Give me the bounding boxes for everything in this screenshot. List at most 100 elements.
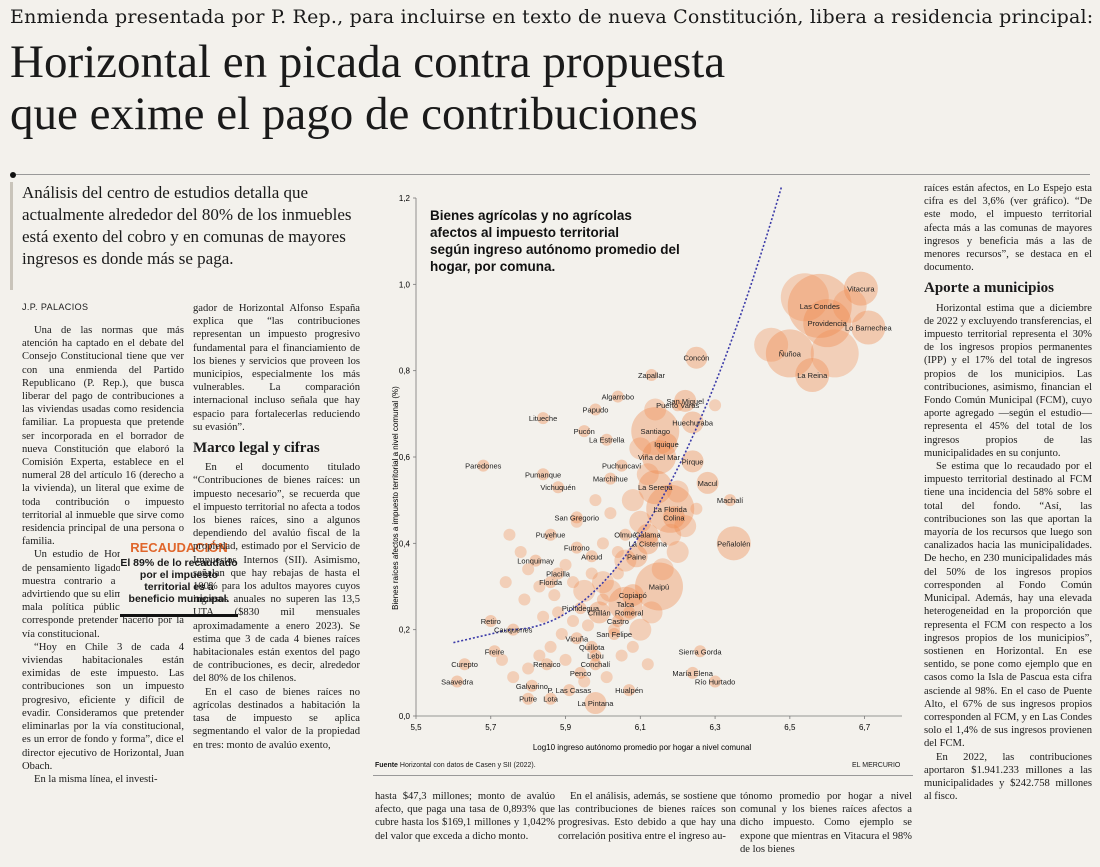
point-label: Saavedra bbox=[441, 677, 474, 686]
data-point bbox=[626, 640, 639, 653]
point-label: San Miguel bbox=[666, 397, 704, 406]
point-label: La Reina bbox=[797, 371, 828, 380]
data-point bbox=[709, 675, 722, 688]
data-point bbox=[552, 481, 565, 494]
x-axis-label: Log10 ingreso autónomo promedio por hoga… bbox=[533, 743, 752, 752]
paragraph: Se estima que lo recaudado por el impues… bbox=[924, 461, 1092, 750]
y-tick-label: 1,2 bbox=[399, 194, 411, 203]
data-point bbox=[596, 593, 609, 606]
point-label: Olmué bbox=[614, 531, 636, 540]
point-label: Maipú bbox=[649, 583, 669, 592]
data-point bbox=[573, 579, 596, 602]
data-point bbox=[694, 645, 707, 658]
data-point bbox=[563, 684, 576, 697]
paragraph: “Hoy en Chile 3 de cada 4 viviendas habi… bbox=[22, 641, 184, 772]
data-point bbox=[674, 389, 697, 412]
point-label: Castro bbox=[607, 617, 629, 626]
data-point bbox=[674, 515, 697, 538]
source-note: Fuente Horizontal con datos de Casen y S… bbox=[375, 762, 536, 769]
data-point bbox=[629, 618, 652, 641]
point-label: Paine bbox=[627, 552, 646, 561]
data-point bbox=[578, 675, 591, 688]
data-point bbox=[636, 523, 659, 546]
data-point bbox=[567, 576, 580, 589]
point-label: Río Hurtado bbox=[695, 677, 735, 686]
callout-box: RECAUDACIÓN El 89% de lo recaudado por e… bbox=[120, 536, 238, 617]
data-point bbox=[795, 357, 830, 392]
data-point bbox=[787, 273, 852, 338]
chart-title: Bienes agrícolas y no agrícolas afectos a… bbox=[430, 208, 680, 274]
point-label: Calama bbox=[635, 531, 662, 540]
y-tick-label: 0,6 bbox=[399, 453, 411, 462]
data-point bbox=[574, 666, 587, 679]
article-column-5: tónomo promedio por hogar a nivel comuna… bbox=[740, 790, 912, 856]
point-label: Penco bbox=[570, 669, 591, 678]
data-point bbox=[574, 602, 587, 615]
data-point bbox=[552, 567, 565, 580]
data-point bbox=[608, 586, 643, 621]
source-text: Horizontal con datos de Casen y SII (202… bbox=[399, 762, 536, 769]
deck: Análisis del centro de estudios detalla … bbox=[22, 183, 352, 268]
x-tick-label: 5,7 bbox=[485, 723, 497, 732]
article-column-1: Una de las normas que más atención ha ca… bbox=[22, 324, 184, 786]
data-point bbox=[629, 437, 652, 460]
data-point bbox=[686, 666, 699, 679]
data-point bbox=[810, 329, 859, 378]
point-label: Zapallar bbox=[638, 371, 666, 380]
data-point bbox=[631, 407, 680, 456]
point-label: Iquique bbox=[654, 440, 679, 449]
data-point bbox=[488, 645, 501, 658]
point-label: Lonquimay bbox=[517, 557, 554, 566]
data-point bbox=[544, 576, 557, 589]
data-point bbox=[671, 399, 684, 412]
data-point bbox=[589, 658, 602, 671]
data-point bbox=[619, 528, 632, 541]
chart-title-line: afectos al impuesto territorial bbox=[430, 225, 619, 240]
point-label: Florida bbox=[539, 578, 563, 587]
data-point bbox=[585, 567, 598, 580]
rule-line bbox=[16, 174, 1090, 175]
headline-line-1: Horizontal en picada contra propuesta bbox=[10, 36, 726, 88]
point-label: Copiapó bbox=[619, 591, 647, 600]
data-point bbox=[651, 558, 674, 581]
paragraph: En 2022, las contribuciones aportaron $1… bbox=[924, 751, 1092, 803]
data-point bbox=[559, 558, 572, 571]
data-point bbox=[600, 433, 613, 446]
data-point bbox=[709, 399, 722, 412]
data-point bbox=[544, 528, 557, 541]
data-point bbox=[514, 545, 527, 558]
data-point bbox=[540, 658, 553, 671]
data-point bbox=[685, 346, 708, 369]
x-tick-label: 6,7 bbox=[859, 723, 871, 732]
data-point bbox=[655, 433, 678, 456]
data-point bbox=[635, 562, 683, 611]
point-label: Lota bbox=[543, 695, 558, 704]
y-tick-label: 0,4 bbox=[399, 539, 411, 548]
point-label: Placilla bbox=[546, 570, 571, 579]
data-point bbox=[570, 511, 583, 524]
point-label: Macul bbox=[698, 479, 718, 488]
point-label: Puchuncaví bbox=[602, 462, 642, 471]
point-label: La Florida bbox=[654, 505, 688, 514]
paragraph: Un estudio de Horizontal, centro de pens… bbox=[22, 549, 184, 640]
credit: EL MERCURIO bbox=[852, 762, 901, 769]
callout-body: El 89% de lo recaudado por el impuesto t… bbox=[120, 557, 238, 605]
data-point bbox=[623, 684, 636, 697]
data-point bbox=[803, 299, 852, 348]
paragraph: gador de Horizontal Alfonso España expli… bbox=[193, 303, 360, 433]
point-label: Cauquenes bbox=[494, 626, 533, 635]
data-point bbox=[614, 549, 637, 572]
data-point bbox=[552, 606, 565, 619]
data-point bbox=[589, 403, 602, 416]
bubble-layer bbox=[451, 271, 886, 715]
paragraph: Horizontal estima que a diciembre de 202… bbox=[924, 302, 1092, 459]
data-point bbox=[522, 563, 535, 576]
data-point bbox=[559, 653, 572, 666]
data-point bbox=[851, 310, 886, 345]
point-label: La Serena bbox=[638, 483, 673, 492]
data-point bbox=[548, 589, 561, 602]
data-point bbox=[584, 692, 607, 715]
point-label: Ancud bbox=[581, 552, 602, 561]
